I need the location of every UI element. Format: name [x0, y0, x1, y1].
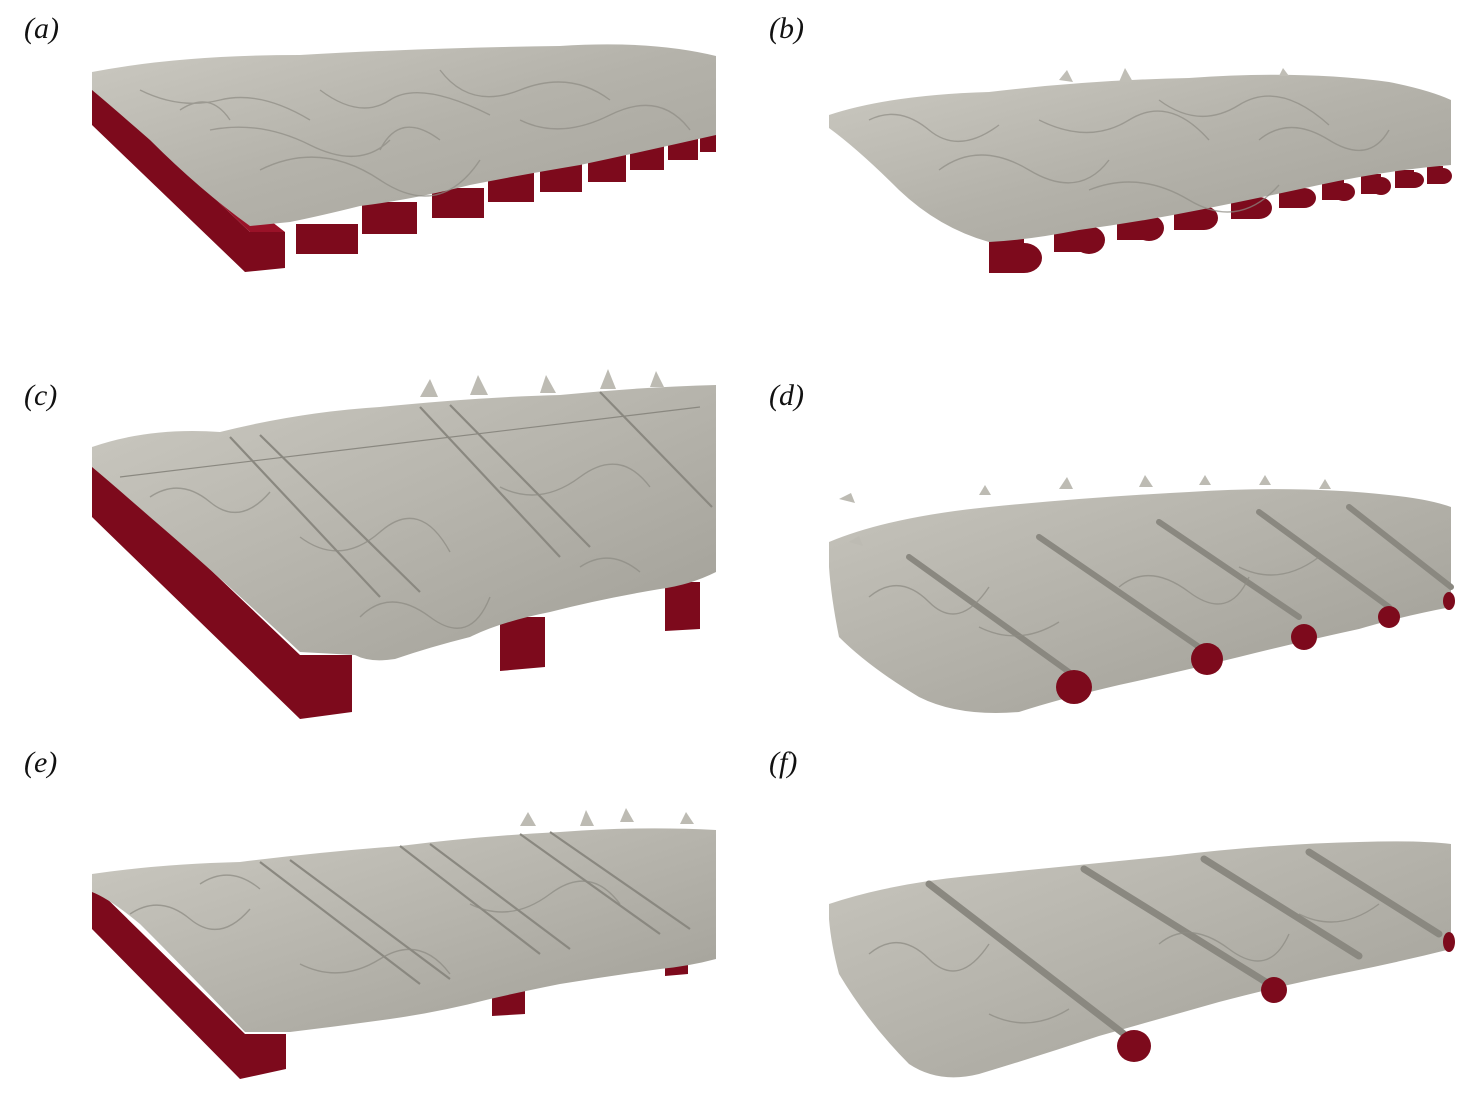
panel-f: (f) — [739, 734, 1477, 1101]
ridges-e — [259, 831, 691, 985]
panel-label-b: (b) — [769, 12, 804, 45]
ridges-c — [119, 391, 713, 598]
render-e — [92, 808, 716, 1079]
panel-d: (d) — [739, 367, 1477, 734]
cylinder-ridges-d — [906, 504, 1454, 675]
isosurface-f — [829, 841, 1451, 1078]
panel-label-e: (e) — [24, 746, 58, 779]
isosurface-c — [92, 385, 716, 661]
cylinders-f — [1117, 932, 1455, 1062]
render-d — [829, 475, 1455, 713]
cylinders-b — [989, 166, 1452, 273]
isosurface-a — [92, 44, 716, 227]
panel-label-d: (d) — [769, 379, 804, 412]
bar-front-e — [92, 884, 286, 1079]
panel-a: (a) — [0, 0, 738, 367]
cylinders-d — [1056, 592, 1455, 704]
panel-label-a: (a) — [24, 12, 59, 45]
fragments-d — [839, 475, 1331, 546]
fragments-e — [520, 808, 694, 826]
isosurface-b — [829, 74, 1451, 242]
panel-e: (e) — [0, 734, 738, 1101]
panel-c: (c) — [0, 367, 738, 734]
panel-label-f: (f) — [769, 746, 798, 779]
panel-b: (b) — [739, 0, 1477, 367]
isosurface-d — [829, 489, 1451, 713]
render-f — [829, 841, 1455, 1078]
fragments-b — [1059, 68, 1289, 82]
render-b — [829, 68, 1452, 273]
render-a — [92, 44, 716, 272]
bar-back-c — [665, 582, 700, 631]
fragments-c — [420, 369, 664, 397]
bar-mid-c — [500, 617, 545, 671]
render-c — [92, 369, 716, 719]
panel-label-c: (c) — [24, 379, 58, 412]
cylinder-ridges-f — [925, 848, 1443, 1038]
isosurface-e — [92, 828, 716, 1032]
